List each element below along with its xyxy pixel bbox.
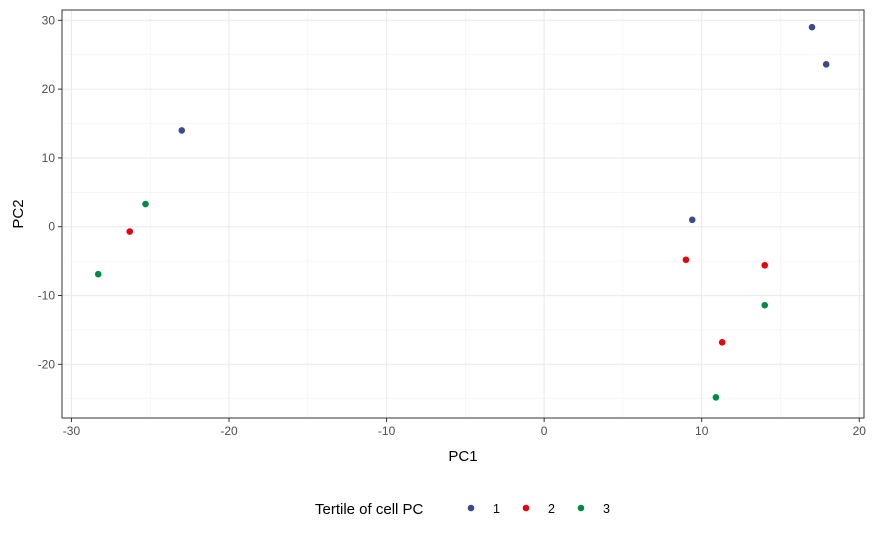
x-tick-label: 0	[541, 424, 548, 438]
y-tick-label: 30	[42, 13, 56, 27]
data-point-tertile-3	[712, 394, 720, 401]
data-point-tertile-1	[808, 23, 816, 31]
legend: Tertile of cell PC 1 2 3	[315, 501, 610, 518]
y-tick-label: 0	[48, 220, 55, 234]
x-tick-label: -30	[63, 424, 81, 438]
data-point-tertile-3	[761, 301, 769, 309]
data-point-tertile-3	[94, 270, 102, 278]
data-point-tertile-1	[688, 216, 696, 224]
data-point-tertile-1	[822, 61, 830, 68]
legend-key-1	[467, 504, 475, 512]
major-gridlines	[62, 10, 864, 418]
data-point-tertile-2	[761, 261, 769, 269]
y-axis-title: PC2	[10, 199, 27, 228]
x-axis: -30 -20 -10 0 10 20	[63, 418, 866, 438]
legend-key-2	[522, 504, 530, 512]
minor-gridlines	[62, 10, 864, 418]
legend-label-3: 3	[603, 502, 610, 516]
data-points	[94, 23, 830, 401]
y-tick-label: 20	[42, 82, 56, 96]
x-tick-label: 10	[695, 424, 709, 438]
data-point-tertile-2	[682, 256, 690, 264]
data-point-tertile-2	[126, 228, 134, 235]
y-tick-label: 10	[42, 151, 56, 165]
legend-label-2: 2	[548, 502, 555, 516]
data-point-tertile-3	[142, 200, 149, 208]
legend-title: Tertile of cell PC	[315, 501, 424, 518]
data-point-tertile-1	[178, 127, 186, 134]
x-tick-label: -10	[378, 424, 396, 438]
y-tick-label: -20	[38, 357, 56, 371]
x-tick-label: 20	[853, 424, 867, 438]
x-tick-label: -20	[220, 424, 238, 438]
data-point-tertile-2	[718, 339, 726, 346]
y-axis: -20 -10 0 10 20 30	[38, 13, 62, 371]
panel-border	[61, 9, 865, 419]
y-tick-label: -10	[38, 289, 56, 303]
x-axis-title: PC1	[448, 448, 477, 465]
legend-label-1: 1	[493, 502, 500, 516]
legend-key-3	[577, 504, 585, 512]
